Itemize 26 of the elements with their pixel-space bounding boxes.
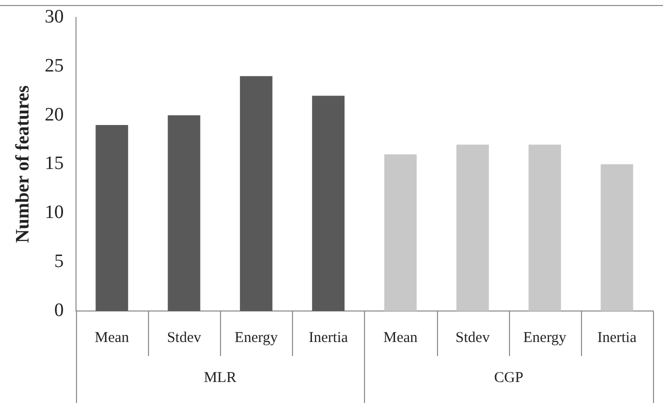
x-tick-label: Stdev xyxy=(166,330,202,346)
y-tick-label: 30 xyxy=(44,6,64,28)
text: MLR xyxy=(204,370,236,386)
x-tick-label: Inertia xyxy=(308,330,348,346)
x-tick-label: Energy xyxy=(234,330,278,346)
y-tick-label: 15 xyxy=(44,153,64,174)
bar xyxy=(312,96,345,311)
y-tick-label: 5 xyxy=(54,251,64,272)
bar xyxy=(96,125,128,311)
bar xyxy=(528,144,562,311)
bar xyxy=(240,76,272,311)
y-tick-label: 20 xyxy=(44,104,64,126)
x-tick-label: Stdev xyxy=(456,330,490,346)
text: CGP xyxy=(494,370,524,386)
x-tick-label: Mean xyxy=(94,330,130,346)
x-tick-label: Inertia xyxy=(597,330,637,346)
y-tick-label: 25 xyxy=(44,55,64,76)
bar xyxy=(384,154,417,311)
x-tick-label: Mean xyxy=(383,330,418,346)
bar xyxy=(456,144,489,311)
y-tick-label: 0 xyxy=(54,300,64,321)
y-tick-label: 10 xyxy=(44,202,64,224)
y-axis-title: Number of features xyxy=(12,85,34,244)
bar xyxy=(168,115,200,311)
bar xyxy=(600,164,634,311)
x-tick-label: Energy xyxy=(523,330,567,346)
